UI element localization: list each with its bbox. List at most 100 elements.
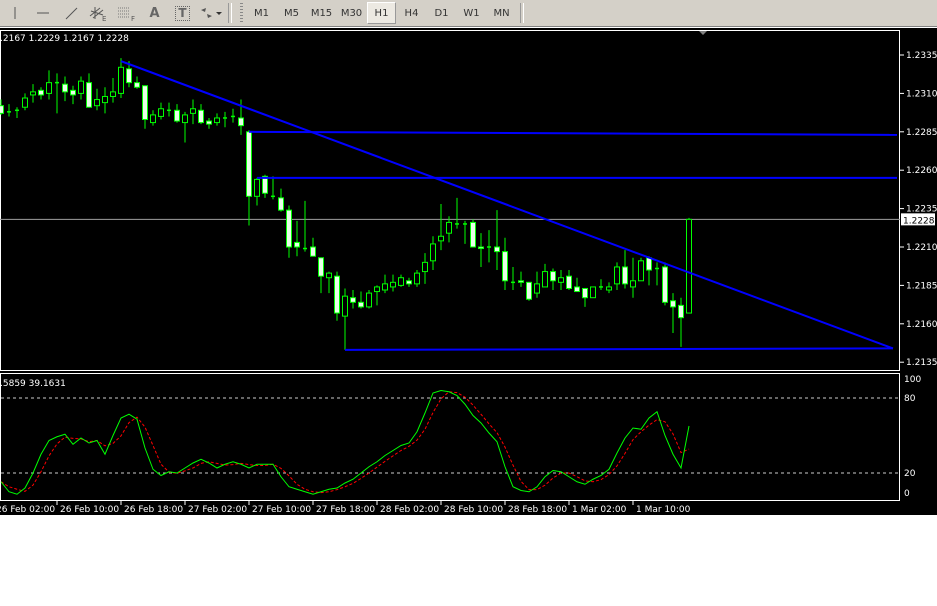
candle [494,210,500,271]
candle-body-bull [22,97,28,108]
chart-shift-marker-icon[interactable] [699,31,707,35]
timeframe-w1[interactable]: W1 [463,7,480,19]
candle-body-bear [526,281,532,300]
candle-body-bear [470,221,476,248]
candle [526,281,532,301]
candle-body-bear [262,175,268,194]
candle [271,176,275,200]
candle-body-bull [182,114,188,124]
main-panel-border [0,30,900,371]
text-label-tool[interactable]: T [169,2,196,24]
price-tick-label: 1.2285 [906,128,937,138]
candle [398,274,404,287]
timeframe-m1[interactable]: M1 [254,7,269,19]
arrows-tool-dropdown[interactable] [197,2,224,24]
candle [278,188,284,212]
chart-window[interactable]: 1.2335 1.2310 1.2285 1.2260 1.2235 1.2210 1.21… [0,28,937,515]
candle-body-bull [446,221,452,234]
candle [318,257,324,294]
stochastic-tick-label: 100 [904,375,921,385]
candle [15,107,19,118]
price-tick-label: 1.2235 [906,205,937,215]
toolbar: E F A T M1 M5 M15 M30 H1 H4 D1 W1 MN [0,0,937,27]
candle [614,262,620,291]
candle-body-bear [38,89,44,96]
candle-body-bull [158,108,164,117]
svg-text:F: F [131,15,135,21]
candle-body-bear [350,297,356,303]
candle-body-bear [278,197,284,211]
candle-body-bear [494,246,500,253]
candle-body-bull [214,117,220,124]
trendline-tool[interactable] [57,2,84,24]
candle-body-bear [406,280,412,285]
candle [174,104,180,123]
candle [646,256,652,286]
time-tick-label: 26 Feb 18:00 [124,505,183,515]
candle [190,99,196,125]
candle-body-bear [622,266,628,285]
candle-body-bull [398,277,404,286]
candle [638,257,644,282]
candle-body-bull [686,218,692,314]
candle-body-bull [342,295,348,317]
candle-body-bear [206,120,212,125]
candle [518,271,524,287]
candle [118,58,124,99]
candle [294,220,300,257]
candle-body-bull [382,283,388,291]
timeframe-m5[interactable]: M5 [284,7,299,19]
candle [86,73,92,108]
candle-body-bull [30,91,36,96]
candle-body-bull [102,95,108,104]
price-chart[interactable]: 1.2335 1.2310 1.2285 1.2260 1.2235 1.2210 1.21… [0,28,937,515]
candle-body-bear [62,83,68,93]
fibonacci-tool[interactable]: F [113,2,140,24]
text-icon: A [149,5,160,21]
timeframe-d1[interactable]: D1 [434,7,449,19]
candle [142,85,148,129]
candle-body-bear [662,266,668,303]
time-tick-label: 28 Feb 18:00 [508,505,567,515]
candle-body-bear [142,85,148,121]
candle-body-bear [238,117,244,127]
candle-body-bear [86,82,92,108]
timeframe-m15[interactable]: M15 [310,7,333,19]
candle-body-bear [174,109,180,122]
candle-body-bull [110,91,116,97]
indicator-panel-border [0,373,900,501]
timeframe-h1[interactable]: H1 [367,2,396,24]
candle [246,130,252,226]
candle-body-bear [126,68,132,84]
candle [470,219,476,248]
candle [22,93,28,111]
candle [182,111,188,143]
candle-body-bull [422,261,428,273]
candle-body-bull [414,272,420,285]
candle [599,279,603,291]
timeframe-mn[interactable]: MN [493,7,510,19]
candle [30,84,36,103]
candle [463,220,467,244]
trendline-descending [120,60,894,350]
equidistant-channel-tool[interactable]: E [85,2,112,24]
timeframe-h4[interactable]: H4 [404,7,419,19]
candle [223,111,227,128]
current-price-label: 1.2228 [903,216,935,226]
candle [70,85,76,105]
candle [0,99,4,115]
vertical-line-tool[interactable] [1,2,28,24]
stochastic-tick-label: 80 [904,394,916,404]
timeframe-m30[interactable]: M30 [340,7,363,19]
candle [374,285,380,306]
arrows-icon [200,8,222,18]
text-tool[interactable]: A [141,2,168,24]
chart-frame [0,30,900,501]
candle [198,104,204,125]
candle [254,177,260,206]
toolbar-grip[interactable] [240,3,243,23]
horizontal-line-tool[interactable] [29,2,56,24]
candle-body-bear [294,241,300,248]
time-tick-label: 1 Mar 10:00 [636,505,691,515]
candle [678,297,684,347]
